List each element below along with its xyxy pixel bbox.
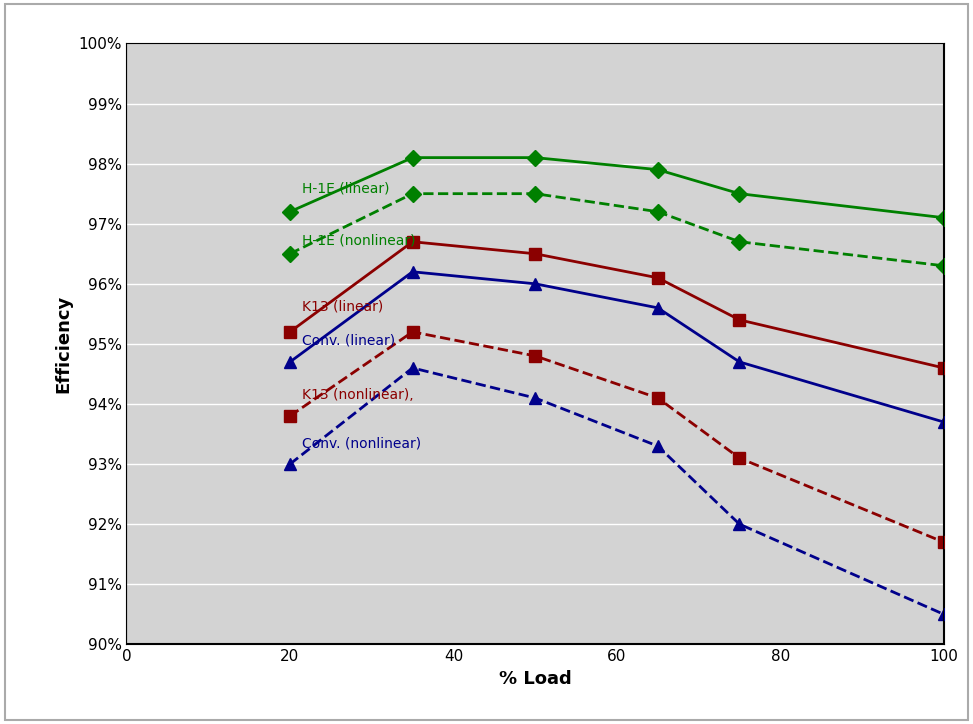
X-axis label: % Load: % Load bbox=[499, 670, 571, 688]
Y-axis label: Efficiency: Efficiency bbox=[54, 295, 73, 393]
Text: Conv. (linear): Conv. (linear) bbox=[303, 334, 395, 348]
Text: H-1E (linear): H-1E (linear) bbox=[303, 182, 390, 196]
Text: K13 (linear): K13 (linear) bbox=[303, 300, 383, 313]
Text: K13 (nonlinear),: K13 (nonlinear), bbox=[303, 388, 414, 402]
Text: Conv. (nonlinear): Conv. (nonlinear) bbox=[303, 436, 421, 450]
Text: H-1E (nonlinear): H-1E (nonlinear) bbox=[303, 234, 415, 248]
